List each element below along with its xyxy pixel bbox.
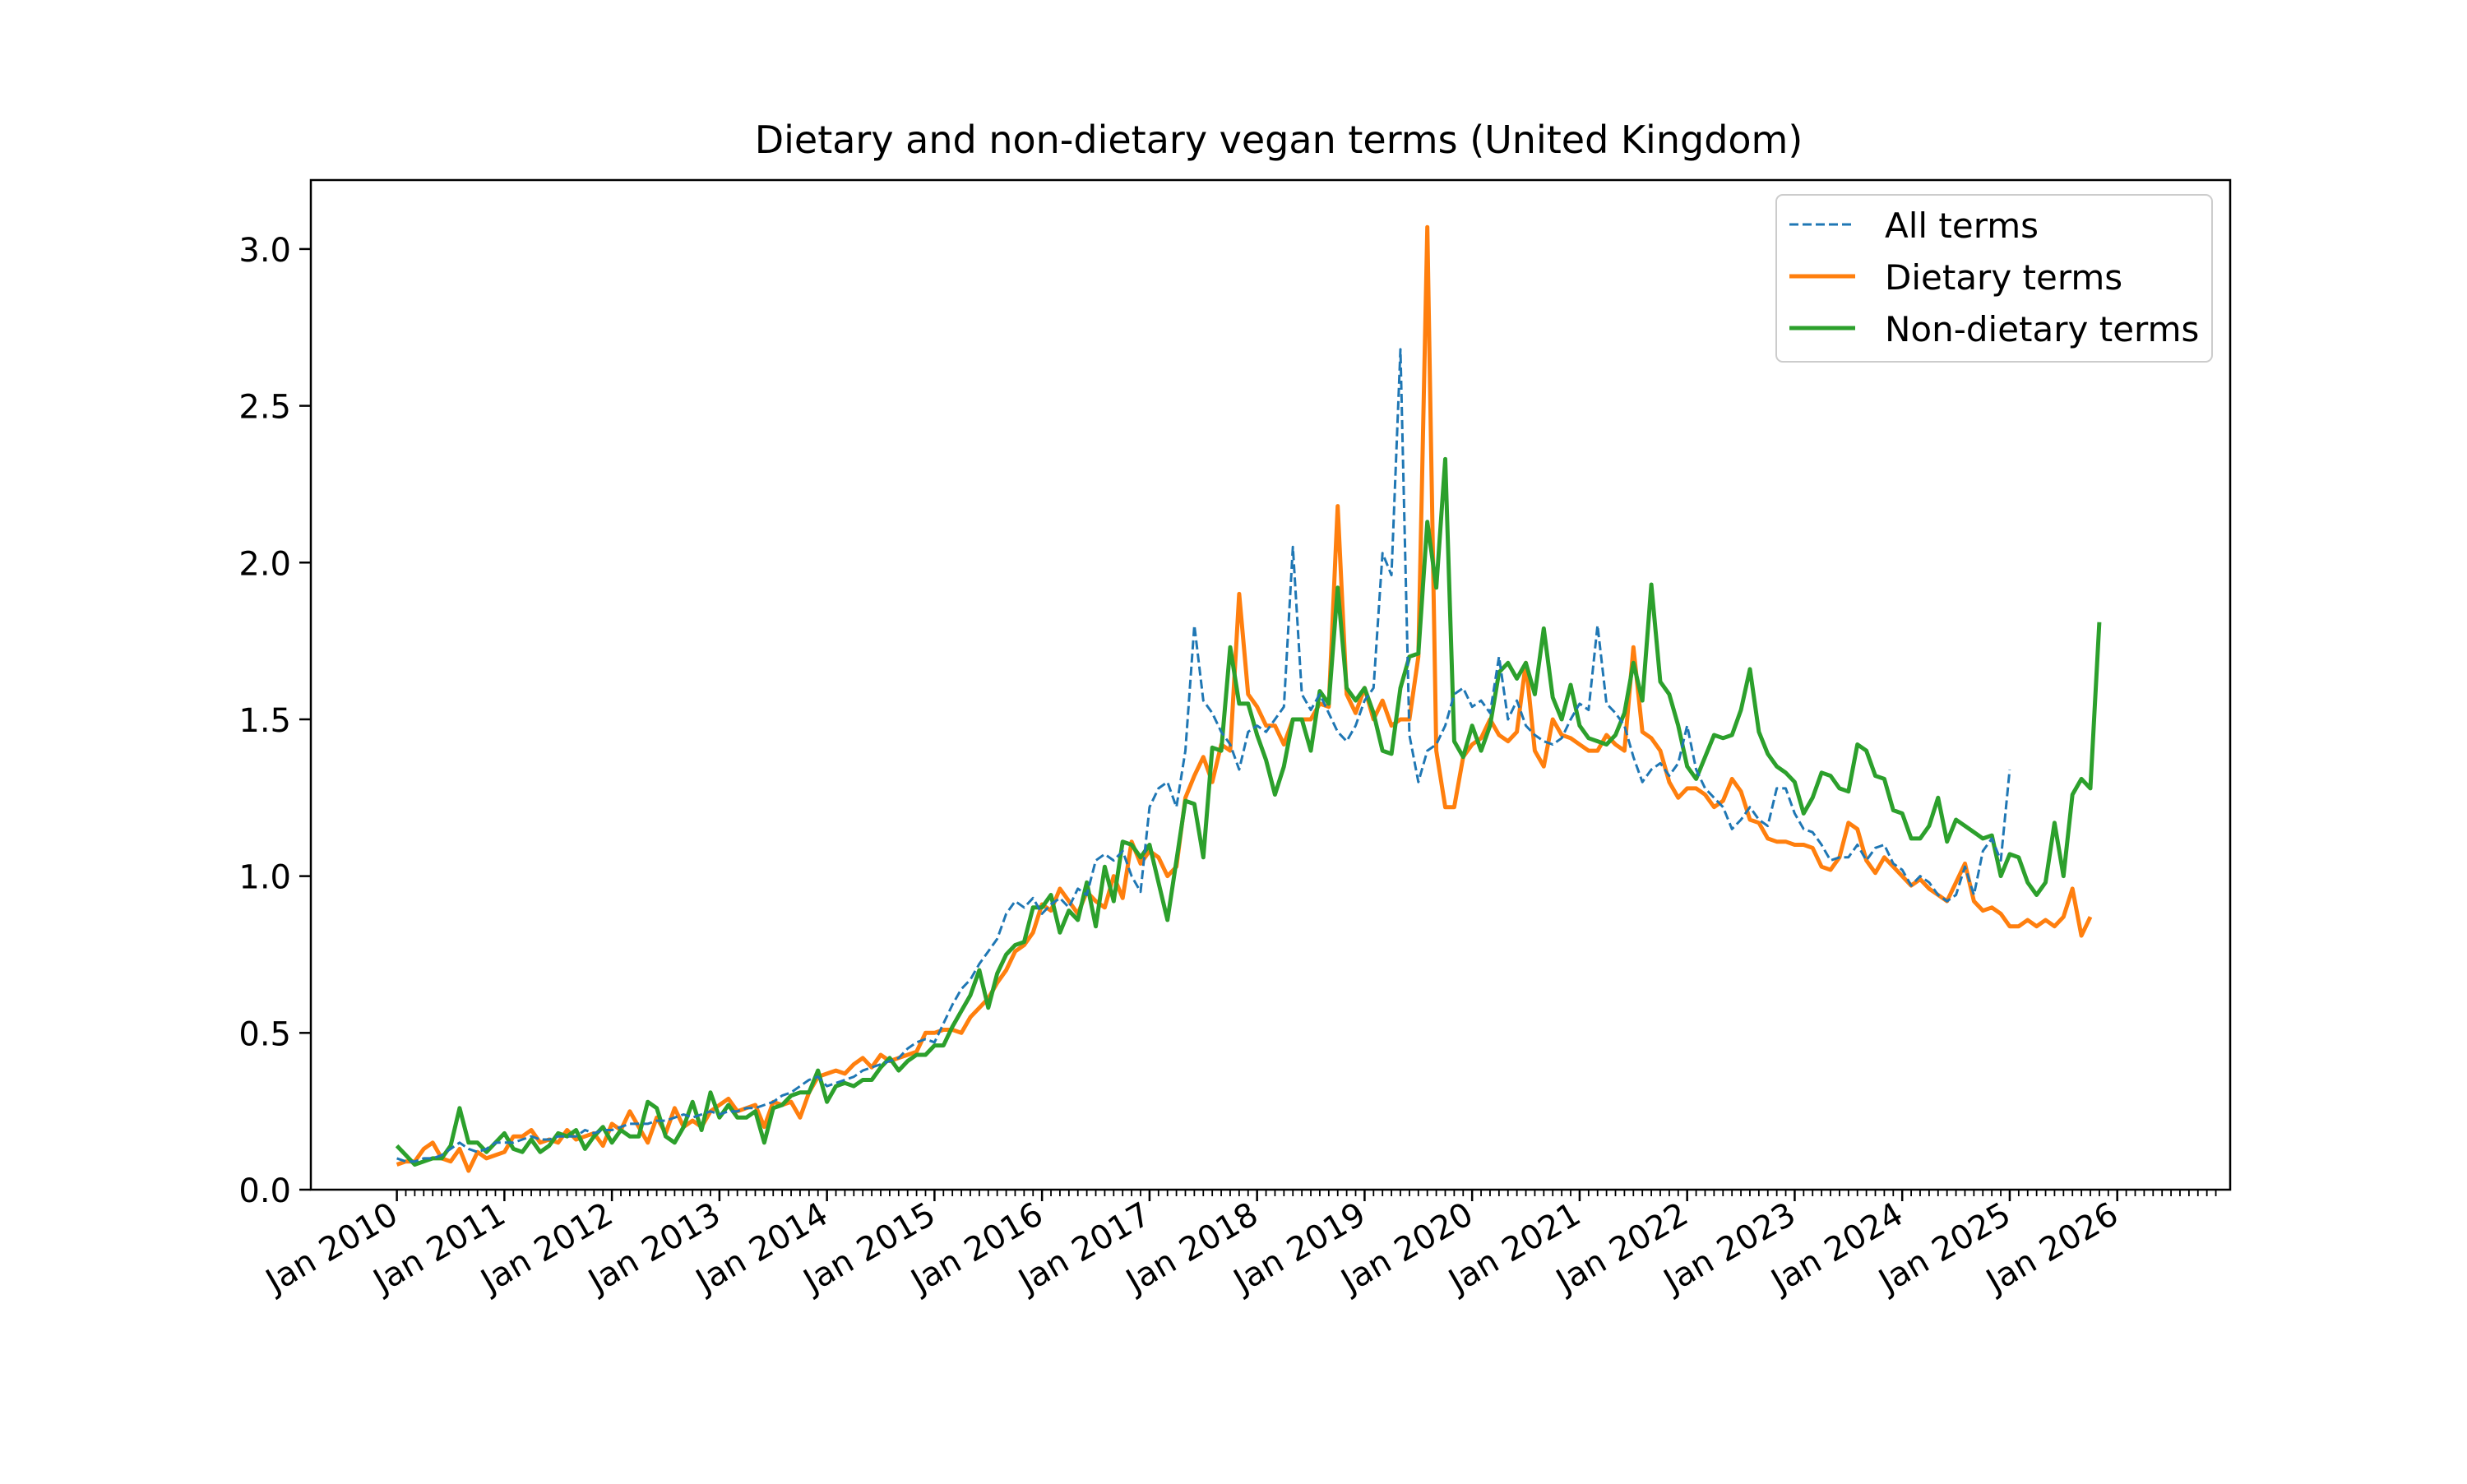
series-line-dietary-terms — [396, 224, 2093, 1173]
legend-box — [1775, 194, 2213, 363]
y-tick-label: 0.0 — [238, 1172, 291, 1210]
legend-label-non-dietary-terms: Non-dietary terms — [1885, 309, 2199, 349]
y-axis: 0.0 0.5 1.0 1.5 2.0 2.5 3.0 — [238, 232, 311, 1210]
series-layer — [395, 224, 2102, 1173]
legend-label-dietary-terms: Dietary terms — [1885, 257, 2122, 298]
legend-label-all-terms: All terms — [1885, 206, 2039, 246]
y-tick-label: 0.5 — [238, 1015, 291, 1053]
legend: All terms Dietary terms Non-dietary term… — [1775, 194, 2213, 363]
y-tick-label: 3.0 — [238, 232, 291, 270]
chart-title: Dietary and non-dietary vegan terms (Uni… — [755, 118, 1803, 162]
y-tick-label: 1.5 — [238, 702, 291, 740]
plot-area-frame — [309, 178, 2232, 1191]
y-tick-label: 2.5 — [238, 389, 291, 427]
y-tick-label: 1.0 — [238, 859, 291, 897]
y-tick-label: 2.0 — [238, 545, 291, 583]
series-line-all-terms — [396, 348, 2011, 1163]
series-line-non-dietary-terms — [395, 456, 2102, 1167]
